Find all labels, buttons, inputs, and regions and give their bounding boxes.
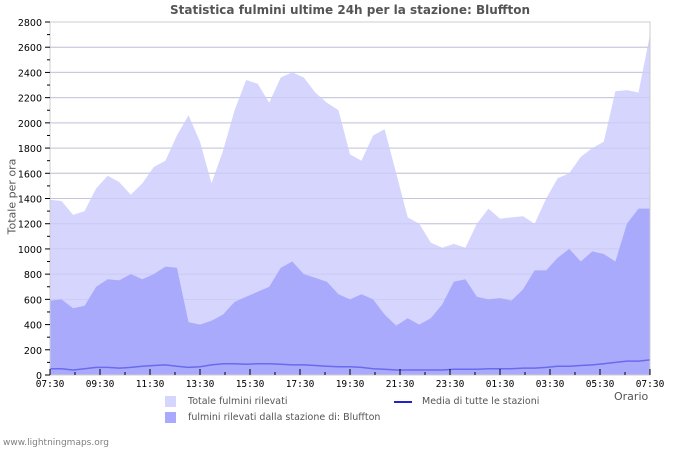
x-tick-label: 07:30 [36, 379, 65, 390]
legend-label-average: Media di tutte le stazioni [422, 396, 540, 407]
x-tick-label: 15:30 [236, 379, 265, 390]
x-tick-label: 07:30 [636, 379, 665, 390]
x-tick-label: 23:30 [436, 379, 465, 390]
legend-swatch-average [394, 400, 412, 403]
y-tick-label: 1000 [18, 245, 42, 256]
y-tick-label: 2400 [18, 68, 42, 79]
legend-label-station: fulmini rilevati dalla stazione di: Bluf… [188, 412, 381, 423]
x-tick-label: 01:30 [486, 379, 515, 390]
x-tick-label: 17:30 [286, 379, 315, 390]
series-station-area [50, 208, 650, 375]
x-tick-label: 11:30 [136, 379, 165, 390]
legend-label-total: Totale fulmini rilevati [188, 396, 288, 407]
x-tick-label: 05:30 [586, 379, 615, 390]
legend-item-average: Media di tutte le stazioni [394, 396, 539, 407]
y-tick-label: 2000 [18, 119, 42, 130]
series-total-area [50, 34, 650, 375]
y-tick-label: 400 [24, 321, 42, 332]
x-axis-label: Orario [614, 390, 649, 403]
y-tick-label: 1600 [18, 169, 42, 180]
y-tick-label: 1200 [18, 220, 42, 231]
y-tick-label: 200 [24, 346, 42, 357]
x-tick-label: 03:30 [536, 379, 565, 390]
chart-title: Statistica fulmini ultime 24h per la sta… [169, 3, 531, 17]
y-tick-label: 2200 [18, 94, 42, 105]
legend-item-station: fulmini rilevati dalla stazione di: Bluf… [165, 412, 380, 423]
legend-item-total: Totale fulmini rilevati [165, 396, 287, 407]
legend-swatch-total [165, 396, 176, 407]
footer-link[interactable]: www.lightningmaps.org [3, 438, 109, 448]
x-tick-label: 19:30 [336, 379, 365, 390]
y-tick-label: 2800 [18, 18, 42, 29]
y-axis-label: Totale per ora [5, 158, 19, 235]
y-tick-label: 600 [24, 295, 42, 306]
legend-swatch-station [165, 412, 176, 423]
y-tick-label: 0 [36, 371, 42, 382]
x-tick-label: 21:30 [386, 379, 415, 390]
y-tick-label: 800 [24, 270, 42, 281]
x-tick-label: 09:30 [86, 379, 115, 390]
series-average-line [50, 359, 651, 371]
y-tick-label: 1400 [18, 195, 42, 206]
y-tick-label: 1800 [18, 144, 42, 155]
x-tick-label: 13:30 [186, 379, 215, 390]
y-tick-label: 2600 [18, 43, 42, 54]
